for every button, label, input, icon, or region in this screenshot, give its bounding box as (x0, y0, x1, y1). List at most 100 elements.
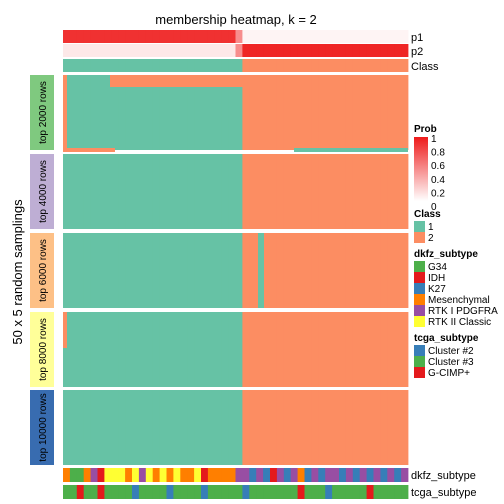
tcga_subtype-cell (318, 485, 326, 499)
heatmap-cell (366, 390, 374, 465)
heatmap-cell (401, 390, 409, 465)
heatmap-cell (194, 312, 202, 387)
p2-cell (118, 44, 126, 57)
tcga_subtype-cell (180, 485, 188, 499)
tcga_subtype-annotation-label: tcga_subtype (411, 487, 476, 499)
heatmap-cell (318, 233, 326, 308)
p1-cell (221, 30, 229, 43)
heatmap-cell (194, 390, 202, 465)
heatmap-cell (228, 75, 236, 150)
heatmap-cell (352, 75, 361, 150)
heatmap-cell (166, 154, 174, 229)
p2-cell (69, 44, 78, 57)
p2-cell (228, 44, 236, 57)
class-legend-swatch (414, 221, 425, 232)
p1-cell (214, 30, 223, 43)
tcga_subtype-cell (332, 485, 340, 499)
dkfz_subtype-cell (90, 468, 98, 482)
class-cell (207, 59, 216, 72)
p2-cell (380, 44, 388, 57)
class-cell (118, 59, 126, 72)
class-cell (166, 59, 174, 72)
dkfz_subtype-annotation-label: dkfz_subtype (411, 470, 476, 482)
heatmap-cell (145, 75, 154, 150)
chart-title: membership heatmap, k = 2 (155, 12, 317, 27)
p1-cell (366, 30, 374, 43)
p2-cell (373, 44, 381, 57)
class-cell (366, 59, 374, 72)
tcga_subtype-cell (394, 485, 402, 499)
heatmap-cell (187, 312, 195, 387)
tcga_subtype-cell (263, 485, 271, 499)
class-cell (90, 59, 98, 72)
heatmap-cell (373, 233, 381, 308)
tcga_subtype-cell (145, 485, 154, 499)
p2-cell (366, 44, 374, 57)
class-cell (352, 59, 361, 72)
heatmap-cell (332, 390, 340, 465)
heatmap-cell (373, 154, 381, 229)
dkfz-legend-label: RTK I PDGFRA (428, 306, 498, 317)
heatmap-cell (283, 390, 292, 465)
tcga_subtype-cell (221, 485, 229, 499)
p1-cell (159, 30, 167, 43)
heatmap-cell (138, 75, 147, 150)
dkfz_subtype-cell (345, 468, 354, 482)
heatmap-cell (270, 233, 278, 308)
heatmap-cell (325, 75, 333, 150)
prob-legend-title: Prob (414, 124, 437, 135)
heatmap-patch (63, 75, 67, 150)
p2-cell (132, 44, 140, 57)
dkfz-legend-swatch (414, 272, 425, 283)
p1-cell (249, 30, 257, 43)
row-group-labels: top 2000 rows top 4000 rows top 6000 rows t… (30, 75, 54, 465)
dkfz_subtype-cell (166, 468, 174, 482)
heatmap-cell (83, 233, 91, 308)
tcga_subtype-cell (152, 485, 160, 499)
heatmap-cell (345, 154, 354, 229)
heatmap-cell (394, 75, 402, 150)
p2-cell (339, 44, 347, 57)
heatmap-cell (187, 154, 195, 229)
p1-cell (263, 30, 271, 43)
heatmap-cell (352, 312, 361, 387)
tcga_subtype-cell (325, 485, 333, 499)
class-cell (97, 59, 105, 72)
heatmap-patch (63, 312, 67, 348)
dkfz_subtype-cell (145, 468, 154, 482)
class-cell (235, 59, 243, 72)
dkfz_subtype-cell (290, 468, 298, 482)
heatmap-cell (69, 154, 78, 229)
class-cell (345, 59, 354, 72)
dkfz_subtype-cell (339, 468, 347, 482)
band-5 (63, 390, 409, 465)
heatmap-cell (283, 75, 292, 150)
p1-cell (339, 30, 347, 43)
heatmap-cell (138, 233, 147, 308)
dkfz_subtype-cell (332, 468, 340, 482)
heatmap-cell (325, 312, 333, 387)
class-cell (373, 59, 381, 72)
dkfz_subtype-cell (221, 468, 229, 482)
dkfz_subtype-cell (152, 468, 160, 482)
heatmap-cell (249, 75, 257, 150)
dkfz-legend-label: Mesenchymal (428, 295, 490, 306)
heatmap-cell (104, 75, 112, 150)
heatmap-cell (118, 390, 126, 465)
dkfz-legend-title: dkfz_subtype (414, 249, 478, 260)
class-cell (194, 59, 202, 72)
heatmap-cell (401, 75, 409, 150)
p1-cell (166, 30, 174, 43)
heatmap-cell (352, 233, 361, 308)
heatmap-cell (276, 154, 285, 229)
heatmap-cell (180, 233, 188, 308)
heatmap-cell (270, 312, 278, 387)
dkfz_subtype-cell (125, 468, 133, 482)
heatmap-cell (359, 154, 367, 229)
p2-cell (283, 44, 292, 57)
class-cell (270, 59, 278, 72)
class-cell (394, 59, 402, 72)
heatmap-cell (152, 154, 160, 229)
row-group-label: top 2000 rows (38, 81, 49, 144)
p1-cell (173, 30, 181, 43)
